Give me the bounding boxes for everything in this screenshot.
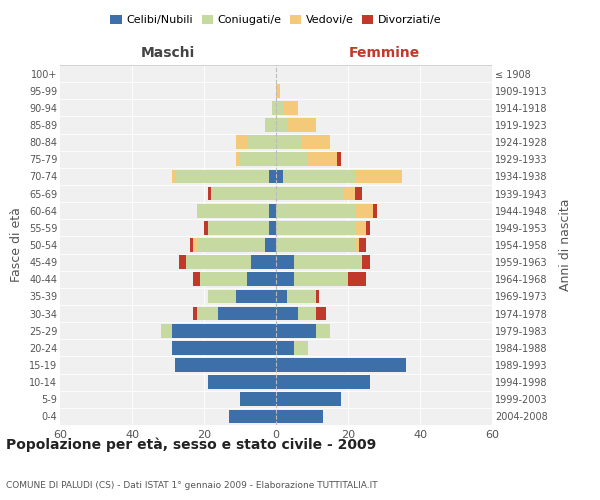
Bar [179, 256, 186, 269]
Bar [247, 136, 276, 149]
Bar [208, 221, 269, 234]
Bar [218, 306, 276, 320]
Bar [294, 341, 308, 354]
Bar [355, 238, 359, 252]
Bar [161, 324, 172, 338]
Bar [197, 204, 269, 218]
Bar [276, 118, 287, 132]
Bar [208, 376, 276, 389]
Bar [294, 272, 348, 286]
Bar [344, 186, 355, 200]
Bar [283, 101, 298, 114]
Bar [316, 306, 326, 320]
Bar [204, 221, 208, 234]
Bar [301, 136, 330, 149]
Bar [276, 101, 283, 114]
Bar [269, 221, 276, 234]
Bar [172, 341, 276, 354]
Text: Femmine: Femmine [349, 46, 419, 60]
Bar [197, 306, 218, 320]
Bar [272, 101, 276, 114]
Bar [355, 204, 373, 218]
Bar [269, 204, 276, 218]
Bar [236, 136, 247, 149]
Bar [175, 170, 269, 183]
Bar [240, 152, 276, 166]
Bar [276, 221, 355, 234]
Bar [276, 256, 294, 269]
Legend: Celibi/Nubili, Coniugati/e, Vedovi/e, Divorziati/e: Celibi/Nubili, Coniugati/e, Vedovi/e, Di… [106, 10, 446, 30]
Bar [287, 290, 316, 304]
Bar [283, 170, 355, 183]
Text: COMUNE DI PALUDI (CS) - Dati ISTAT 1° gennaio 2009 - Elaborazione TUTTITALIA.IT: COMUNE DI PALUDI (CS) - Dati ISTAT 1° ge… [6, 481, 377, 490]
Bar [276, 170, 283, 183]
Bar [265, 118, 276, 132]
Bar [359, 238, 366, 252]
Bar [236, 152, 240, 166]
Bar [276, 272, 294, 286]
Bar [298, 306, 316, 320]
Bar [240, 392, 276, 406]
Bar [316, 290, 319, 304]
Bar [236, 290, 276, 304]
Bar [193, 238, 197, 252]
Bar [186, 256, 251, 269]
Bar [276, 306, 298, 320]
Bar [373, 204, 377, 218]
Bar [265, 238, 276, 252]
Bar [193, 272, 200, 286]
Bar [366, 221, 370, 234]
Bar [251, 256, 276, 269]
Bar [247, 272, 276, 286]
Bar [211, 186, 276, 200]
Bar [287, 118, 316, 132]
Bar [172, 170, 175, 183]
Bar [276, 152, 308, 166]
Bar [193, 306, 197, 320]
Text: Popolazione per età, sesso e stato civile - 2009: Popolazione per età, sesso e stato civil… [6, 438, 376, 452]
Bar [276, 324, 316, 338]
Bar [355, 170, 402, 183]
Bar [355, 186, 362, 200]
Bar [175, 358, 276, 372]
Bar [276, 290, 287, 304]
Bar [276, 84, 280, 98]
Y-axis label: Anni di nascita: Anni di nascita [559, 198, 572, 291]
Bar [348, 272, 366, 286]
Bar [200, 272, 247, 286]
Bar [276, 341, 294, 354]
Bar [269, 170, 276, 183]
Bar [362, 256, 370, 269]
Bar [308, 152, 337, 166]
Y-axis label: Fasce di età: Fasce di età [10, 208, 23, 282]
Bar [316, 324, 330, 338]
Bar [276, 136, 301, 149]
Bar [276, 358, 406, 372]
Bar [276, 376, 370, 389]
Bar [172, 324, 276, 338]
Bar [276, 410, 323, 424]
Bar [190, 238, 193, 252]
Bar [208, 290, 236, 304]
Bar [208, 186, 211, 200]
Bar [197, 238, 265, 252]
Bar [229, 410, 276, 424]
Bar [276, 204, 355, 218]
Bar [355, 221, 366, 234]
Bar [337, 152, 341, 166]
Text: Maschi: Maschi [141, 46, 195, 60]
Bar [276, 238, 355, 252]
Bar [276, 392, 341, 406]
Bar [294, 256, 362, 269]
Bar [276, 186, 344, 200]
